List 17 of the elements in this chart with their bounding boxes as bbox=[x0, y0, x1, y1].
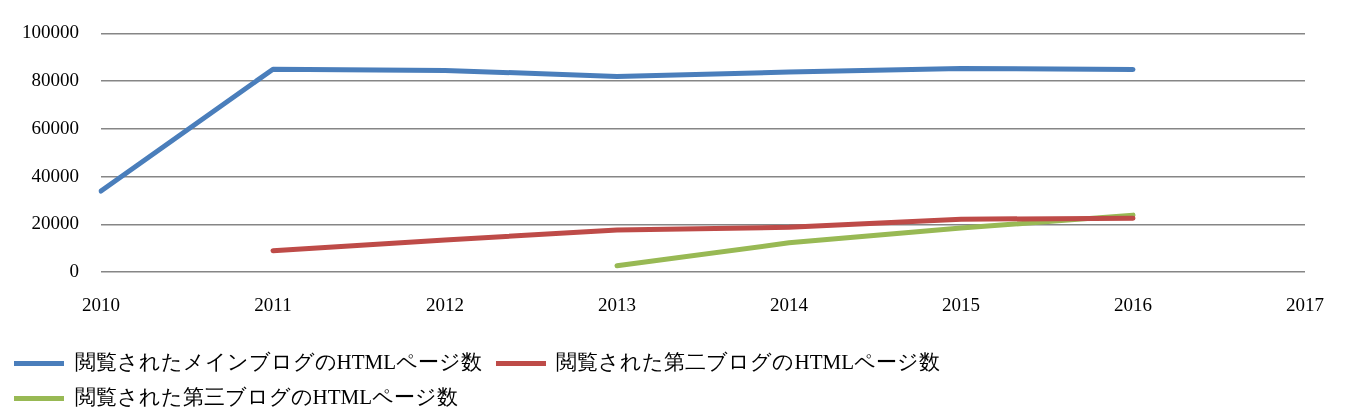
x-tick-label: 2012 bbox=[426, 293, 464, 315]
x-tick-label: 2010 bbox=[82, 293, 120, 315]
legend-label: 閲覧されたメインブログのHTMLページ数 bbox=[74, 350, 482, 375]
x-tick-label: 2015 bbox=[942, 293, 980, 315]
y-tick-label: 0 bbox=[69, 260, 79, 282]
x-tick-label: 2016 bbox=[1114, 293, 1152, 315]
x-tick-label: 2013 bbox=[598, 293, 636, 315]
y-tick-label: 40000 bbox=[31, 164, 79, 186]
y-tick-label: 60000 bbox=[31, 116, 79, 138]
x-tick-label: 2017 bbox=[1286, 293, 1324, 315]
y-tick-label: 20000 bbox=[31, 212, 79, 234]
legend-label: 閲覧された第二ブログのHTMLページ数 bbox=[556, 350, 940, 375]
y-tick-label: 80000 bbox=[31, 69, 79, 91]
x-tick-label: 2011 bbox=[254, 293, 292, 315]
x-tick-label: 2014 bbox=[770, 293, 809, 315]
legend-label: 閲覧された第三ブログのHTMLページ数 bbox=[74, 385, 458, 410]
y-tick-label: 100000 bbox=[22, 21, 79, 43]
